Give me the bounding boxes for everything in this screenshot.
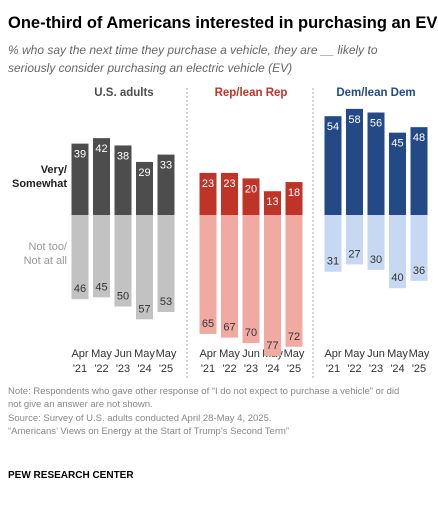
note: not give an answer are not shown. [8, 399, 153, 410]
value-label: 39 [74, 149, 86, 161]
panel-title: U.S. adults [94, 87, 153, 99]
value-label: 13 [266, 196, 278, 208]
bar [199, 215, 217, 334]
bar [285, 182, 303, 215]
bar [285, 215, 303, 347]
bar [346, 108, 363, 215]
bar [136, 215, 153, 320]
value-label: 67 [223, 322, 235, 334]
value-label: 27 [348, 248, 360, 260]
x-tick-label: May'24 [387, 348, 408, 375]
x-tick-label: Apr '21 [324, 348, 341, 375]
value-label: 58 [348, 114, 360, 126]
x-tick-label: May '25 [284, 348, 305, 375]
value-label: 18 [288, 187, 300, 199]
value-label: 23 [223, 178, 235, 190]
bar [221, 172, 238, 215]
panel-title: Rep/lean Rep [215, 87, 288, 99]
source: Source: Survey of U.S. adults conducted … [8, 413, 272, 424]
x-tick-label: May '22 [91, 348, 112, 375]
bar [136, 161, 153, 215]
legend-label: Not too/Not at all [24, 241, 68, 267]
value-label: 70 [245, 327, 257, 339]
value-label: 31 [327, 256, 339, 268]
x-tick-label: Apr '21 [199, 348, 216, 375]
value-label: 77 [266, 340, 278, 352]
value-label: 50 [117, 291, 129, 303]
value-label: 53 [160, 296, 172, 308]
subtitle: seriously consider purchasing an electri… [8, 61, 292, 75]
value-label: 30 [370, 254, 382, 266]
credit: PEW RESEARCH CENTER [8, 470, 134, 481]
value-label: 29 [138, 167, 150, 179]
value-label: 38 [117, 150, 129, 162]
x-tick-label: May '22 [344, 348, 365, 375]
value-label: 45 [391, 138, 403, 150]
bar [93, 138, 110, 215]
bar [264, 191, 281, 215]
value-label: 20 [245, 183, 257, 195]
bar [199, 172, 217, 215]
panel-title: Dem/lean Dem [336, 87, 415, 99]
x-tick-label: Apr '21 [71, 348, 88, 375]
bar [157, 154, 175, 215]
bar [367, 215, 385, 270]
bar [410, 127, 428, 215]
value-label: 54 [327, 121, 339, 133]
value-label: 56 [370, 118, 382, 130]
x-tick-label: Jun '23 [367, 348, 385, 375]
value-label: 23 [202, 178, 214, 190]
bar [367, 112, 385, 215]
bar [114, 215, 132, 307]
bar [93, 215, 110, 298]
value-label: 72 [288, 331, 300, 343]
bar [71, 215, 89, 300]
bar [114, 145, 132, 215]
bar [324, 215, 342, 272]
bar [71, 143, 89, 215]
x-tick-label: Jun '23 [114, 348, 132, 375]
x-tick-label: May '22 [219, 348, 240, 375]
subtitle: % who say the next time they purchase a … [8, 43, 378, 57]
bar [221, 215, 238, 338]
bar [410, 215, 428, 281]
bar [324, 116, 342, 215]
x-tick-label: May '25 [409, 348, 430, 375]
note: Note: Respondents who gave other respons… [8, 386, 399, 397]
value-label: 33 [160, 160, 172, 172]
bar [389, 215, 406, 289]
value-label: 46 [74, 283, 86, 295]
bar [389, 132, 406, 215]
value-label: 65 [202, 318, 214, 330]
chart-title: One-third of Americans interested in pur… [8, 14, 437, 32]
value-label: 45 [95, 281, 107, 293]
value-label: 40 [391, 272, 403, 284]
value-label: 36 [413, 265, 425, 277]
legend-label: Very/Somewhat [12, 164, 67, 190]
bar [242, 178, 260, 215]
bar [264, 215, 281, 356]
source: “Americans’ Views on Energy at the Start… [8, 426, 289, 437]
x-tick-label: May'24 [134, 348, 155, 375]
value-label: 57 [138, 303, 150, 315]
bar [242, 215, 260, 344]
value-label: 42 [95, 143, 107, 155]
x-tick-label: May '25 [156, 348, 177, 375]
value-label: 48 [413, 132, 425, 144]
x-tick-label: Jun '23 [242, 348, 260, 375]
bar [346, 215, 363, 265]
bar [157, 215, 175, 312]
